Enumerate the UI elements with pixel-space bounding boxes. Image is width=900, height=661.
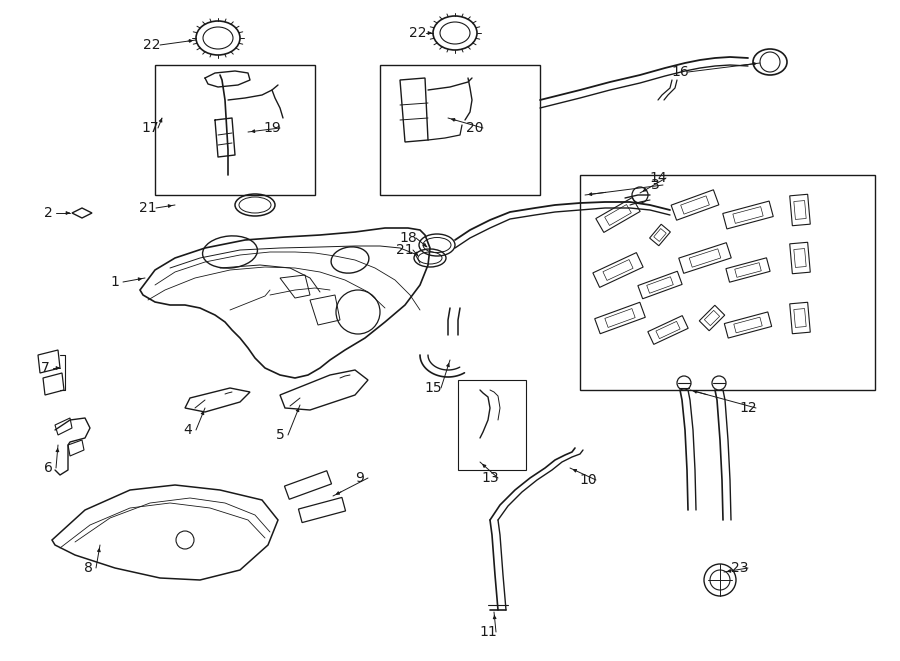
Text: 21: 21 — [140, 201, 157, 215]
Text: 4: 4 — [184, 423, 193, 437]
Text: 2: 2 — [43, 206, 52, 220]
Text: 15: 15 — [424, 381, 442, 395]
Text: 7: 7 — [40, 361, 50, 375]
Text: 3: 3 — [651, 178, 660, 192]
Text: 17: 17 — [141, 121, 158, 135]
Text: 21: 21 — [396, 243, 414, 257]
Text: 10: 10 — [580, 473, 597, 487]
Text: 12: 12 — [739, 401, 757, 415]
Text: 22: 22 — [143, 38, 161, 52]
Bar — [580, 175, 875, 390]
Bar — [380, 65, 540, 195]
Text: 9: 9 — [356, 471, 364, 485]
Bar — [155, 65, 315, 195]
Text: 13: 13 — [482, 471, 499, 485]
Text: 23: 23 — [731, 561, 749, 575]
Text: 14: 14 — [649, 171, 667, 185]
Text: 6: 6 — [43, 461, 52, 475]
Text: 5: 5 — [275, 428, 284, 442]
Text: 19: 19 — [263, 121, 281, 135]
Text: 18: 18 — [399, 231, 417, 245]
Text: 16: 16 — [671, 65, 688, 79]
Text: 11: 11 — [479, 625, 497, 639]
Bar — [458, 380, 526, 470]
Text: 1: 1 — [111, 275, 120, 289]
Text: 20: 20 — [466, 121, 484, 135]
Text: 8: 8 — [84, 561, 93, 575]
Text: 22: 22 — [410, 26, 427, 40]
